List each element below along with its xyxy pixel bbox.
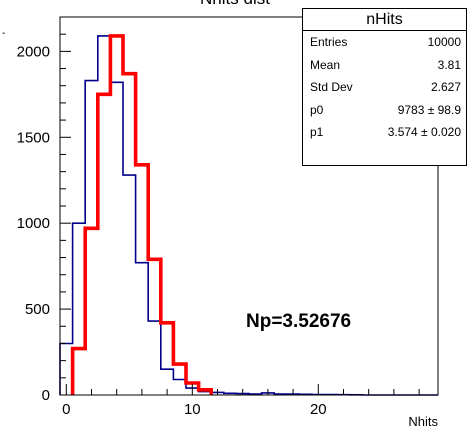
stats-value: 3.574 ± 0.020 [387,125,461,139]
stats-value: 9783 ± 98.9 [397,102,461,117]
stats-label: Mean [310,57,341,72]
stats-label: p1 [310,125,324,139]
x-tick-label: 0 [62,401,70,418]
stats-value: 10000 [427,35,461,49]
y-tick-label: 0 [42,387,50,404]
stats-row: Mean 3.81 [303,54,466,77]
series-red-histogram [70,34,213,395]
y-tick-label: 1000 [17,215,50,232]
stats-row: Std Dev 2.627 [303,76,466,99]
stats-value: 3.81 [437,57,461,72]
x-axis-title: Nhits [408,414,438,429]
y-tick-label: 2000 [17,43,50,60]
stats-row: Entries 10000 [303,31,466,54]
np-annotation: Np=3.52676 [246,311,351,332]
stats-label: p0 [310,102,324,117]
stats-title: nHits [303,9,466,31]
stats-box: nHits Entries 10000 Mean 3.81 Std Dev 2.627 p0… [302,8,467,166]
stray-mark: ‑ [2,28,6,39]
x-tick-label: 20 [310,401,327,418]
y-tick-label: 1500 [17,129,50,146]
stats-row: p0 9783 ± 98.9 [303,99,466,122]
chart-title: Nhits dist [140,0,330,9]
tick-layer: 0 500 1000 1500 2000 0 10 20 [17,16,420,418]
stats-label: Std Dev [310,80,353,94]
stats-label: Entries [310,35,348,49]
x-tick-label: 10 [184,401,201,418]
stats-rows: Entries 10000 Mean 3.81 Std Dev 2.627 p0 9783 ±… [303,31,466,144]
y-tick-label: 500 [25,301,50,318]
stats-row: p1 3.574 ± 0.020 [303,121,466,144]
stats-value: 2.627 [430,80,461,94]
